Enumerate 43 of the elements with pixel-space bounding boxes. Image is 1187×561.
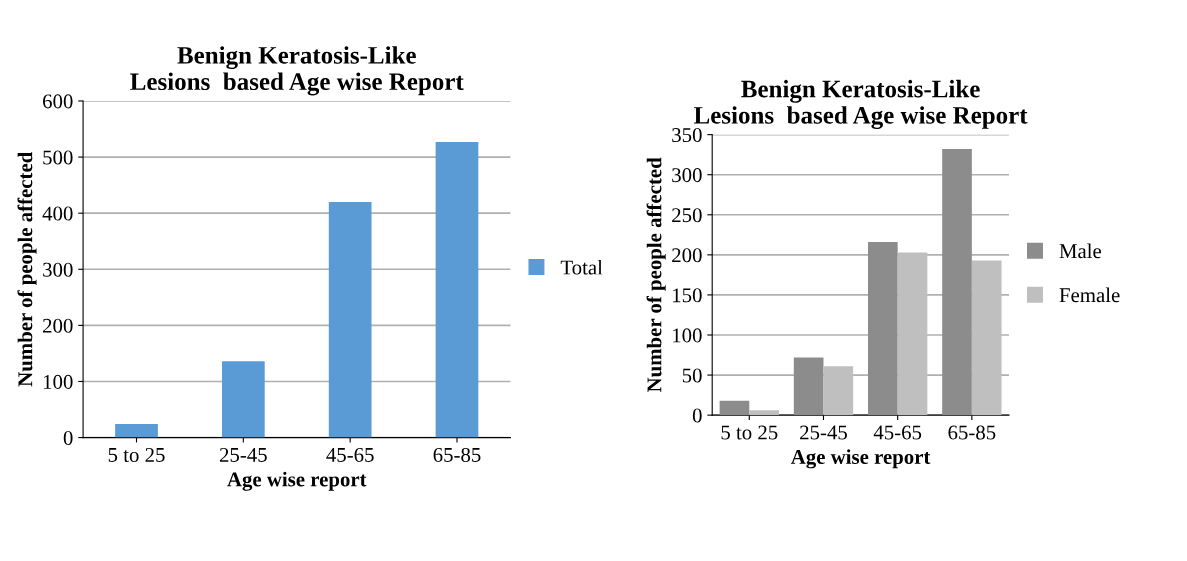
bar [971,260,1002,416]
y-tick-label: 150 [673,288,702,303]
chart-title: Benign Keratosis-Like Lesions based Age wise Report [130,46,464,96]
y-tick-label: 400 [42,206,73,221]
x-tick-label: 5 to 25 [721,425,778,440]
bar [823,366,854,416]
legend-label: Total [560,259,603,275]
y-tick-label: 250 [672,208,702,223]
x-tick-label: 5 to 25 [108,447,165,462]
y-tick-label: 600 [43,94,73,109]
bar [749,410,779,416]
y-axis-title: Number of people affected [17,151,37,387]
legend-label: Female [1059,287,1120,303]
y-tick-label: 100 [673,328,702,343]
y-tick-label: 500 [43,150,73,165]
y-tick-label: 300 [672,168,702,183]
x-tick-label: 25-45 [219,447,267,462]
x-axis-title: Age wise report [227,471,367,491]
y-axis-title: Number of people affected [646,157,666,393]
x-tick-label: 45-65 [873,425,922,440]
y-tick-label: 300 [43,262,73,277]
bar [435,141,479,438]
x-tick-label: 25-45 [800,425,847,440]
bar [115,424,158,438]
bar [942,149,972,416]
y-tick-label: 0 [692,408,702,423]
y-tick-label: 100 [43,374,73,389]
y-tick-label: 200 [672,248,702,263]
bar [867,242,898,416]
y-tick-label: 50 [682,368,702,383]
bar [793,357,824,416]
bar [328,201,372,438]
x-axis-title: Age wise report [790,449,931,469]
x-tick-label: 65-85 [948,425,996,440]
bar [897,252,928,416]
y-tick-label: 200 [43,318,73,333]
bar [221,361,265,438]
legend-label: Male [1059,243,1102,259]
y-tick-label: 0 [63,430,73,446]
x-tick-label: 45-65 [326,447,374,462]
bar [719,400,750,416]
y-tick-label: 350 [672,128,702,143]
x-tick-label: 65-85 [433,447,481,462]
